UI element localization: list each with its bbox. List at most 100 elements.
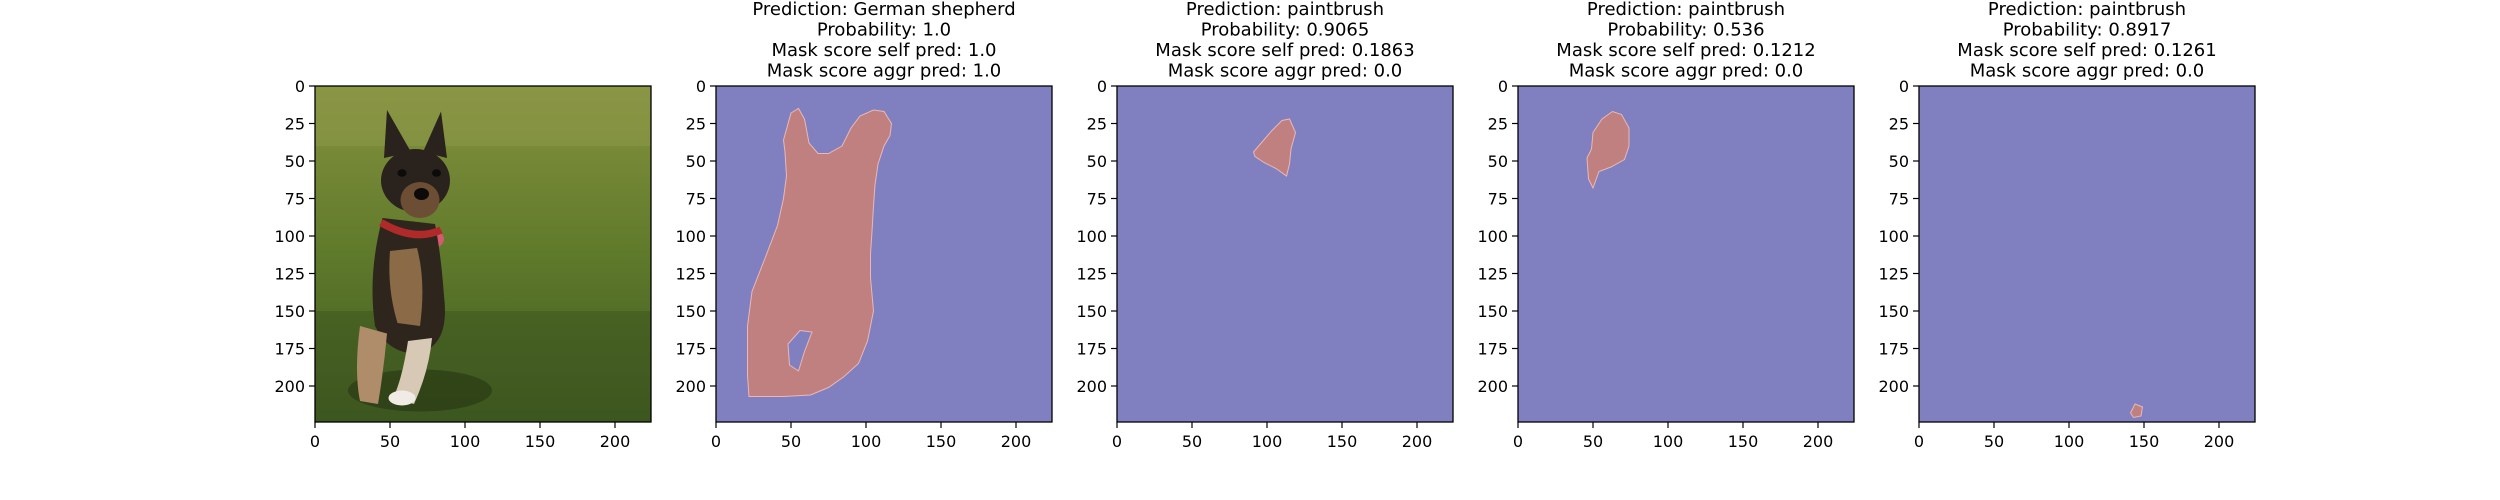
y-tick-label: 125	[1878, 265, 1909, 284]
y-tick-label: 75	[1889, 190, 1909, 209]
x-tick-label: 0	[310, 432, 320, 451]
x-tick-label: 0	[1914, 432, 1924, 451]
mask-region	[1586, 110, 1630, 190]
y-tick-label: 25	[686, 115, 706, 134]
y-tick-label: 175	[1878, 340, 1909, 359]
x-tick-label: 50	[380, 432, 400, 451]
x-tick-label: 100	[450, 432, 481, 451]
panel-title-line: Mask score aggr pred: 0.0	[1168, 61, 1403, 82]
y-tick-label: 125	[1477, 265, 1508, 284]
x-tick-label: 200	[1803, 432, 1834, 451]
panel-title-line: Prediction: paintbrush	[1186, 0, 1384, 20]
mask-region	[747, 107, 893, 397]
panel-title-line: Mask score aggr pred: 1.0	[767, 61, 1002, 82]
x-tick-label: 100	[1653, 432, 1684, 451]
y-tick-label: 25	[1889, 115, 1909, 134]
x-tick-label: 200	[1001, 432, 1032, 451]
y-tick-label: 200	[1878, 377, 1909, 396]
y-tick-label: 150	[1076, 302, 1107, 321]
y-tick-label: 100	[675, 227, 706, 246]
axes-frame	[1517, 85, 1855, 423]
y-tick-label: 25	[285, 115, 305, 134]
panel-title-line: Probability: 0.536	[1607, 20, 1764, 41]
y-tick-label: 125	[675, 265, 706, 284]
axes-frame	[715, 85, 1053, 423]
y-tick-label: 0	[1097, 77, 1107, 96]
y-tick-label: 50	[1889, 152, 1909, 171]
y-tick-label: 75	[1488, 190, 1508, 209]
x-tick-label: 100	[851, 432, 882, 451]
panel-title-line: Probability: 0.8917	[2003, 20, 2172, 41]
y-tick-label: 125	[1076, 265, 1107, 284]
y-tick-label: 100	[1878, 227, 1909, 246]
axes-frame	[1918, 85, 2256, 423]
y-tick-label: 0	[696, 77, 706, 96]
panel-title-line: Mask score aggr pred: 0.0	[1569, 61, 1804, 82]
panel-title-line: Prediction: German shepherd	[752, 0, 1015, 20]
y-tick-label: 150	[274, 302, 305, 321]
x-tick-label: 200	[1402, 432, 1433, 451]
mask-region	[1252, 118, 1297, 177]
x-tick-label: 0	[1513, 432, 1523, 451]
y-tick-label: 75	[285, 190, 305, 209]
y-tick-label: 75	[1087, 190, 1107, 209]
y-tick-label: 100	[1076, 227, 1107, 246]
x-tick-label: 100	[2054, 432, 2085, 451]
y-tick-label: 175	[274, 340, 305, 359]
y-tick-label: 50	[1087, 152, 1107, 171]
panel-title-line: Prediction: paintbrush	[1988, 0, 2186, 20]
photo-image	[315, 86, 651, 422]
y-tick-label: 75	[686, 190, 706, 209]
y-tick-label: 150	[1477, 302, 1508, 321]
x-tick-label: 150	[1728, 432, 1759, 451]
y-tick-label: 200	[274, 377, 305, 396]
y-tick-label: 0	[1899, 77, 1909, 96]
x-tick-label: 150	[926, 432, 957, 451]
y-tick-label: 150	[1878, 302, 1909, 321]
x-tick-label: 50	[1583, 432, 1603, 451]
x-tick-label: 200	[2204, 432, 2235, 451]
panel-title-line: Mask score self pred: 0.1863	[1155, 40, 1414, 61]
x-tick-label: 200	[600, 432, 631, 451]
y-tick-label: 175	[1076, 340, 1107, 359]
y-tick-label: 0	[1498, 77, 1508, 96]
y-tick-label: 100	[274, 227, 305, 246]
y-tick-label: 125	[274, 265, 305, 284]
y-tick-label: 175	[675, 340, 706, 359]
x-tick-label: 50	[1182, 432, 1202, 451]
axes-frame	[1116, 85, 1454, 423]
panel-mask-1: 0 50 100 150 200 0 25 50 75 100 125 150 175 200 Predic…	[675, 0, 1053, 451]
x-tick-label: 0	[1112, 432, 1122, 451]
y-tick-label: 200	[1076, 377, 1107, 396]
x-tick-label: 50	[781, 432, 801, 451]
panel-title-line: Mask score self pred: 0.1212	[1556, 40, 1815, 61]
x-tick-label: 100	[1252, 432, 1283, 451]
panel-title-line: Mask score aggr pred: 0.0	[1970, 61, 2205, 82]
panel-mask-4: 0 50 100 150 200 0 25 50 75 100 125 150 175 200 Predic…	[1878, 0, 2256, 451]
mask-background	[1919, 86, 2255, 422]
y-tick-label: 50	[686, 152, 706, 171]
y-tick-label: 200	[675, 377, 706, 396]
panel-title-line: Prediction: paintbrush	[1587, 0, 1785, 20]
y-tick-label: 50	[285, 152, 305, 171]
panel-title-line: Probability: 1.0	[817, 20, 951, 41]
y-tick-label: 50	[1488, 152, 1508, 171]
y-tick-label: 175	[1477, 340, 1508, 359]
axes-frame	[314, 85, 652, 423]
y-tick-label: 25	[1488, 115, 1508, 134]
panel-title-line: Mask score self pred: 1.0	[771, 40, 996, 61]
x-tick-label: 50	[1984, 432, 2004, 451]
panel-title-line: Probability: 0.9065	[1201, 20, 1370, 41]
y-tick-label: 150	[675, 302, 706, 321]
x-tick-label: 150	[1327, 432, 1358, 451]
y-tick-label: 0	[295, 77, 305, 96]
x-tick-label: 150	[2129, 432, 2160, 451]
panel-mask-3: 0 50 100 150 200 0 25 50 75 100 125 150 175 200 Predic…	[1477, 0, 1855, 451]
panel-title-line: Mask score self pred: 0.1261	[1957, 40, 2216, 61]
x-tick-label: 150	[525, 432, 556, 451]
y-tick-label: 25	[1087, 115, 1107, 134]
panel-photo: 0 50 100 150 200 0 25 50 75 100 125 150 175 200	[274, 77, 652, 451]
y-tick-label: 200	[1477, 377, 1508, 396]
mask-region	[2129, 403, 2144, 419]
